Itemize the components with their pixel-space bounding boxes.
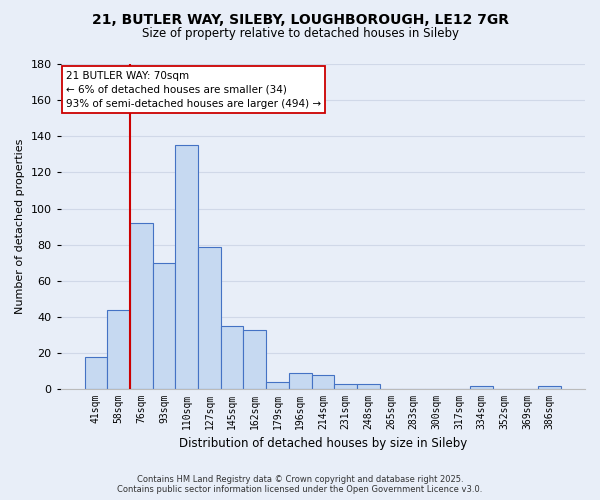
Bar: [85, 356, 107, 389]
Bar: [334, 384, 357, 389]
Text: Contains HM Land Registry data © Crown copyright and database right 2025.
Contai: Contains HM Land Registry data © Crown c…: [118, 474, 482, 494]
Bar: [221, 326, 244, 389]
Bar: [152, 263, 175, 389]
Bar: [357, 384, 380, 389]
Bar: [107, 310, 130, 389]
Text: 21 BUTLER WAY: 70sqm
← 6% of detached houses are smaller (34)
93% of semi-detach: 21 BUTLER WAY: 70sqm ← 6% of detached ho…: [66, 70, 321, 108]
Bar: [244, 330, 266, 389]
Text: 21, BUTLER WAY, SILEBY, LOUGHBOROUGH, LE12 7GR: 21, BUTLER WAY, SILEBY, LOUGHBOROUGH, LE…: [91, 12, 509, 26]
Bar: [175, 146, 198, 389]
Bar: [311, 375, 334, 389]
Bar: [289, 373, 311, 389]
Bar: [198, 246, 221, 389]
Y-axis label: Number of detached properties: Number of detached properties: [15, 139, 25, 314]
Bar: [130, 223, 152, 389]
Bar: [470, 386, 493, 389]
Text: Size of property relative to detached houses in Sileby: Size of property relative to detached ho…: [142, 28, 458, 40]
Bar: [266, 382, 289, 389]
X-axis label: Distribution of detached houses by size in Sileby: Distribution of detached houses by size …: [179, 437, 467, 450]
Bar: [538, 386, 561, 389]
